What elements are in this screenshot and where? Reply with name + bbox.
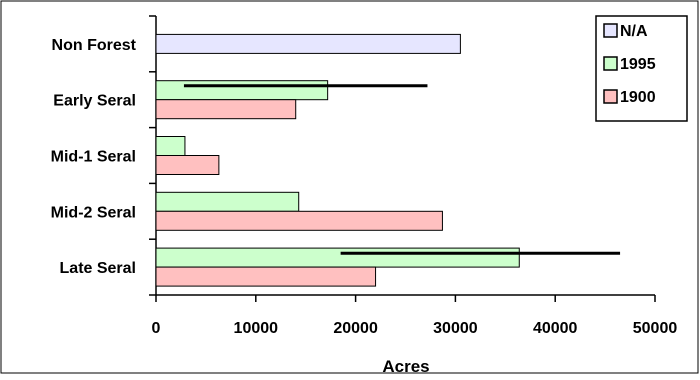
legend: N/A 1995 1900 <box>595 15 688 122</box>
x-tick-label: 30000 <box>433 320 478 337</box>
x-tick-label: 40000 <box>533 320 578 337</box>
bar-1995 <box>155 136 186 156</box>
bar-1900 <box>155 266 377 287</box>
bar-1995 <box>155 80 329 101</box>
y-category-label: Late Seral <box>60 260 136 277</box>
y-category-label: Non Forest <box>52 37 137 54</box>
x-tick-label: 50000 <box>633 320 678 337</box>
y-category-label: Mid-1 Seral <box>51 149 136 166</box>
bar-1995 <box>155 191 300 212</box>
bar-1900 <box>155 210 443 231</box>
y-category-label: Early Seral <box>53 93 136 110</box>
legend-swatch <box>603 56 618 71</box>
legend-label: 1900 <box>620 89 656 106</box>
axis-labels: 0 10000 20000 30000 40000 50000 Non Forest Earl… <box>51 37 678 337</box>
range-lines <box>183 84 621 255</box>
bar-1900 <box>155 155 220 175</box>
legend-label: N/A <box>620 23 648 40</box>
bar-n-a <box>155 33 461 54</box>
x-tick-label: 20000 <box>333 320 378 337</box>
bars <box>155 33 520 287</box>
x-tick-label: 10000 <box>234 320 279 337</box>
legend-swatch <box>603 89 618 104</box>
y-category-label: Mid-2 Seral <box>51 204 136 221</box>
legend-label: 1995 <box>620 56 656 73</box>
x-axis-title: Acres <box>382 357 429 375</box>
x-tick-label: 0 <box>152 320 161 337</box>
bar-1995 <box>155 247 520 268</box>
bar-1900 <box>155 99 297 120</box>
legend-swatch <box>603 23 618 38</box>
